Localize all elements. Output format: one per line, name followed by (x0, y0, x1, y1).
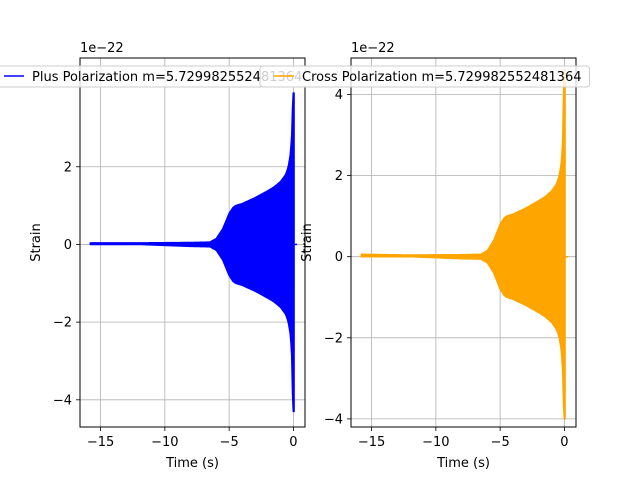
left-offset-label: 1e−22 (80, 41, 124, 56)
left-series (89, 92, 298, 413)
left-x-tick-label: −15 (87, 435, 114, 450)
right-y-tick-label: 2 (335, 169, 343, 184)
left-y-tick-label: −4 (53, 393, 72, 408)
left-y-tick-label: −2 (53, 316, 72, 331)
left-x-tick-label: −10 (151, 435, 178, 450)
right-series (360, 69, 569, 420)
left-y-tick-label: 2 (64, 160, 72, 175)
right-x-tick-label: −15 (358, 435, 385, 450)
right-series-envelope (360, 69, 566, 420)
right-x-tick-label: −5 (491, 435, 510, 450)
right-offset-label: 1e−22 (351, 41, 395, 56)
right-x-tick-label: −10 (422, 435, 449, 450)
right-x-tick-label: 0 (560, 435, 568, 450)
left-x-tick-label: 0 (289, 435, 297, 450)
right-y-tick-label: −4 (324, 412, 343, 427)
left-axes-frame (79, 57, 306, 428)
right-legend-items: Cross Polarization m=5.729982552481364 (274, 70, 581, 85)
left-y-tick-label: 0 (64, 238, 72, 253)
right-x-axis-label: Time (s) (436, 456, 490, 471)
right-legend-label: Cross Polarization m=5.729982552481364 (302, 70, 581, 85)
right-legend-box (259, 65, 590, 88)
right-axes-frame (350, 57, 577, 428)
left-legend-items: Plus Polarization m=5.729982552481364 (4, 70, 302, 85)
left-legend: Plus Polarization m=5.729982552481364 (0, 65, 311, 88)
right-y-tick-label: 0 (335, 250, 343, 265)
left-series-envelope (89, 92, 295, 413)
right-legend: Cross Polarization m=5.729982552481364 (259, 65, 590, 88)
left-legend-label: Plus Polarization m=5.729982552481364 (32, 70, 302, 85)
left-ticks: −15 −10 −5 0 −4 −2 0 2 (53, 160, 298, 450)
right-y-tick-label: −2 (324, 331, 343, 346)
left-plot: −15 −10 −5 0 −4 −2 0 2 1e−22 Time (s) Strain (29, 41, 306, 471)
right-plot: −15 −10 −5 0 −4 −2 0 2 4 1e−22 Time (s) Strain (300, 41, 577, 471)
right-y-axis-label: Strain (300, 223, 315, 262)
right-ticks: −15 −10 −5 0 −4 −2 0 2 4 (324, 88, 569, 450)
right-y-tick-label: 4 (335, 88, 343, 103)
left-x-axis-label: Time (s) (165, 456, 219, 471)
left-x-tick-label: −5 (220, 435, 239, 450)
left-y-axis-label: Strain (29, 223, 44, 262)
